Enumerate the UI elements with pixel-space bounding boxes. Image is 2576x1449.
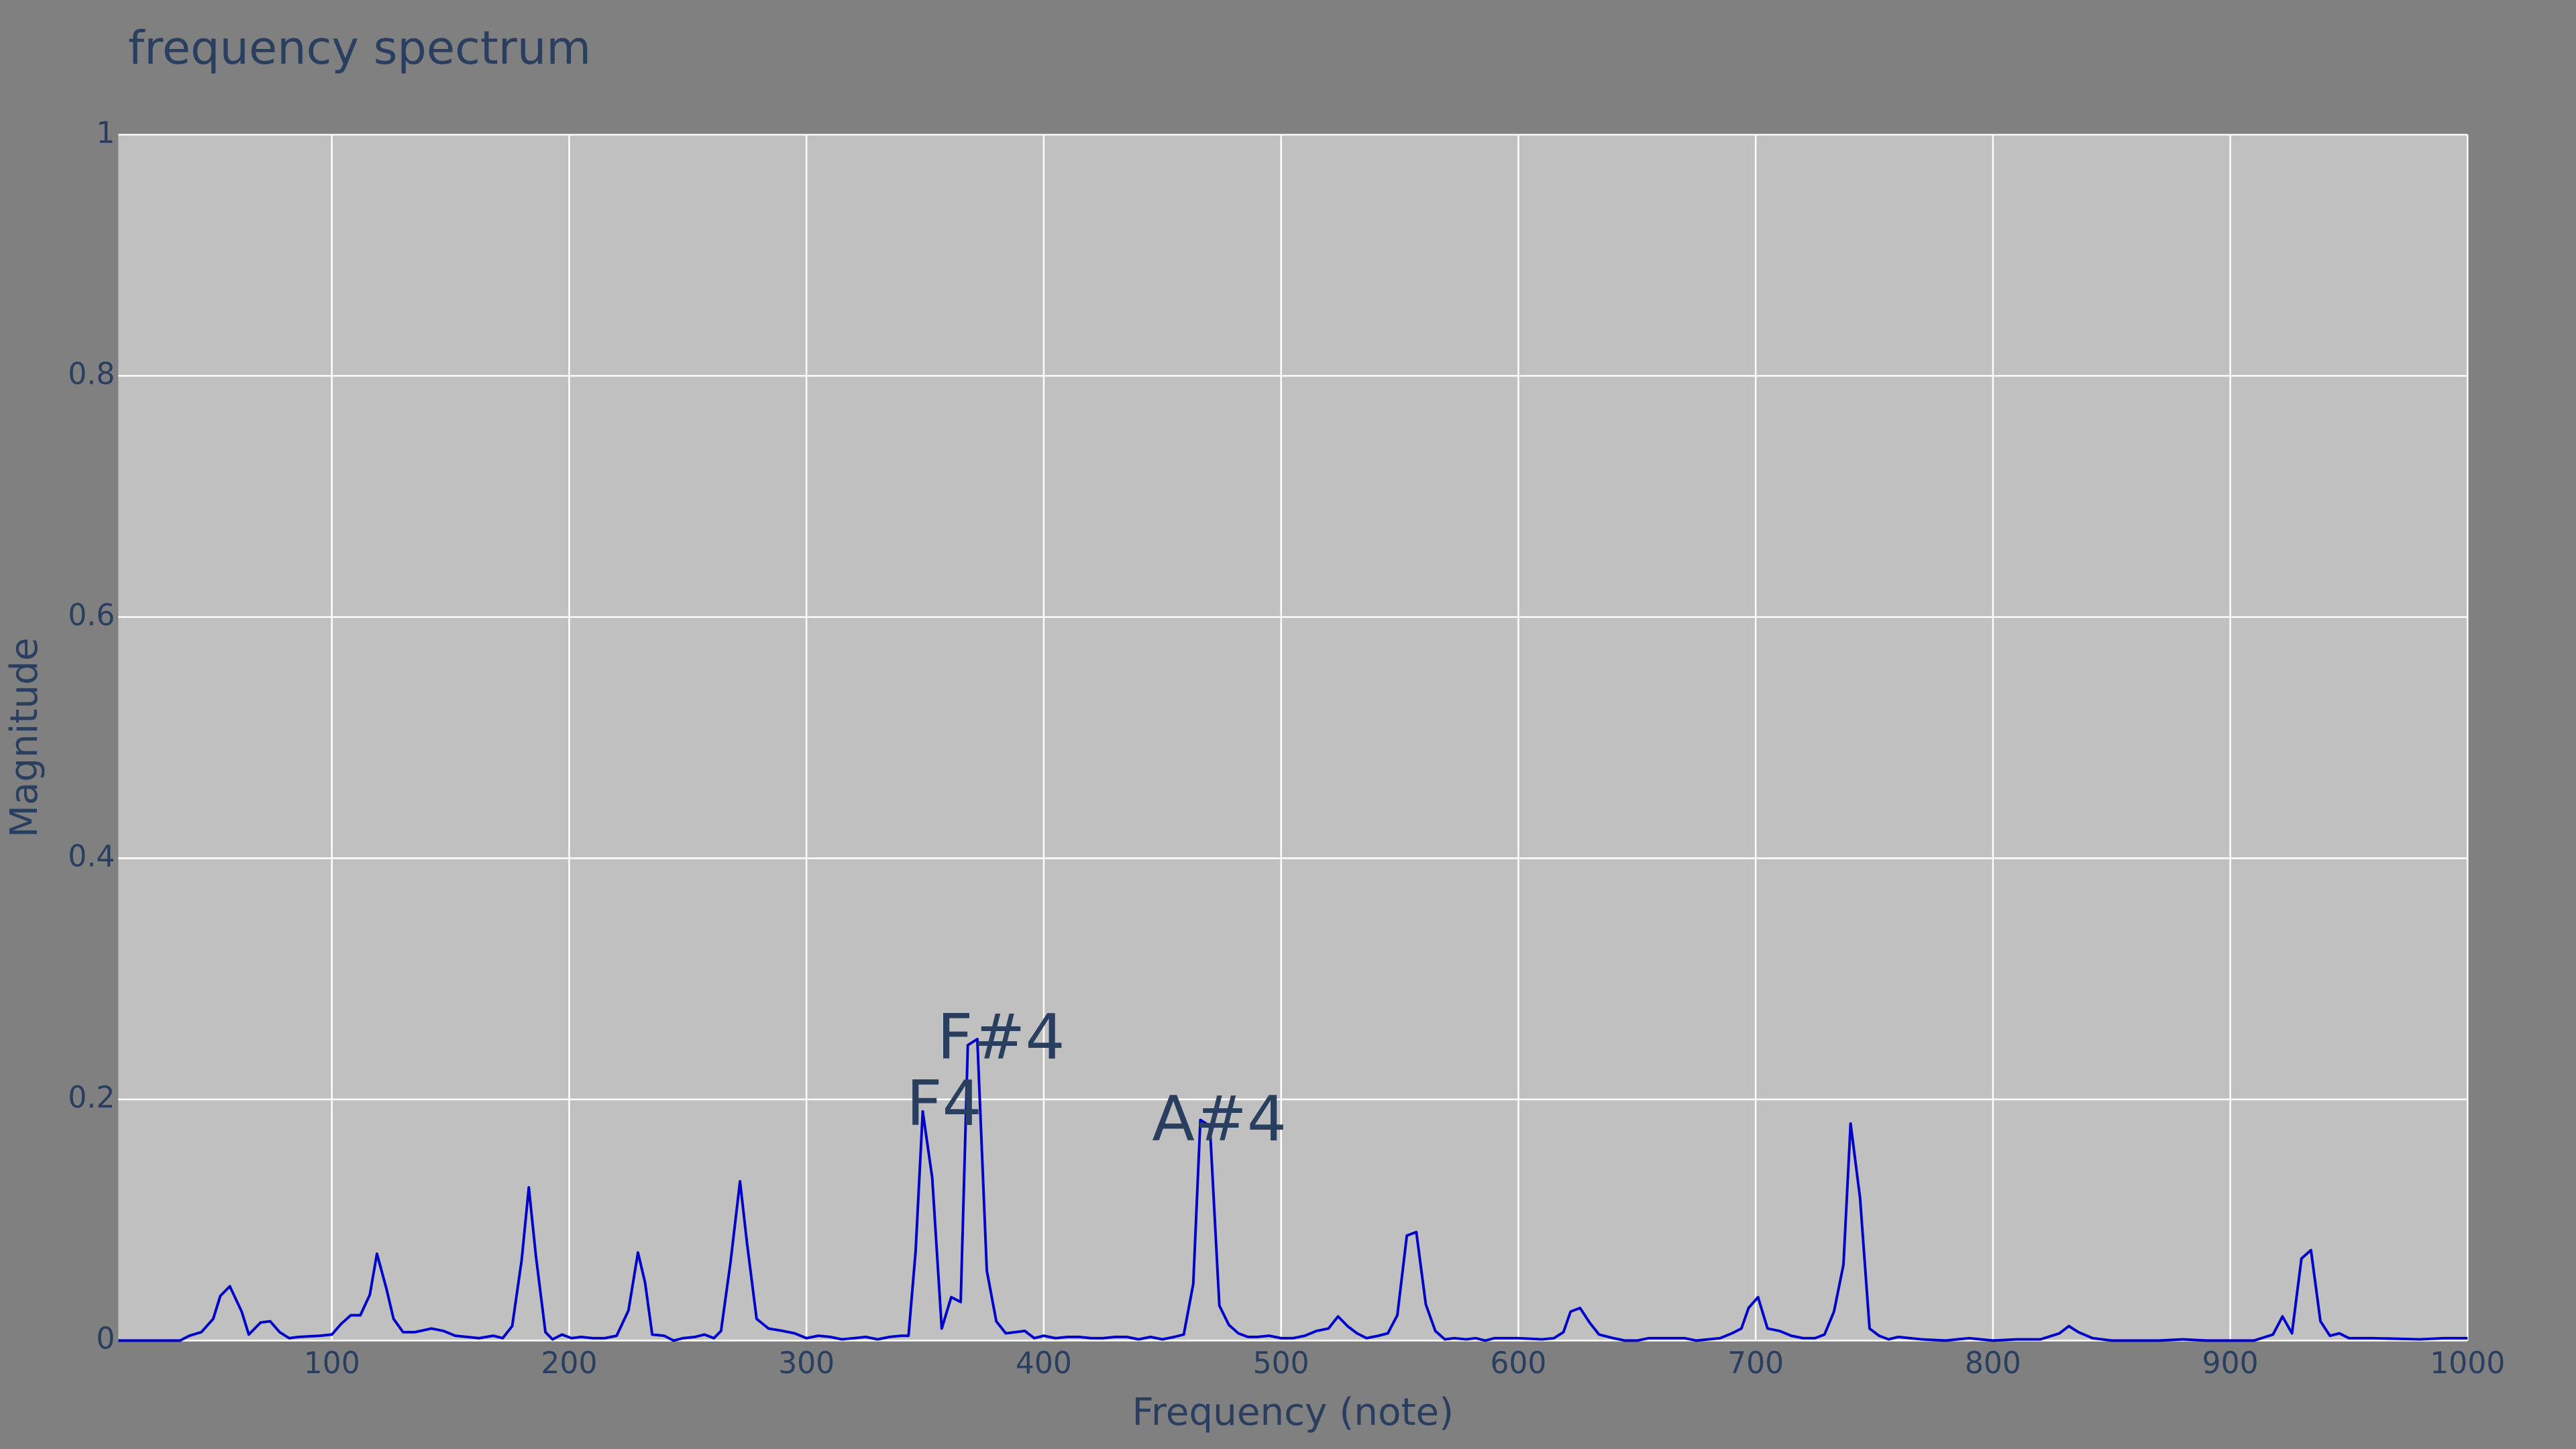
plot-area [118, 134, 2468, 1341]
x-tick-label: 900 [2202, 1346, 2259, 1381]
y-axis-title: Magnitude [3, 637, 46, 837]
y-tick-label: 0 [96, 1322, 115, 1356]
y-tick-label: 0.4 [68, 839, 115, 873]
x-tick-label: 300 [778, 1346, 835, 1381]
y-tick-label: 0.8 [68, 357, 115, 391]
x-tick-label: 400 [1016, 1346, 1072, 1381]
x-tick-label: 500 [1253, 1346, 1309, 1381]
y-tick-label: 0.6 [68, 598, 115, 633]
labels: 100 200 300 400 500 600 700 800 900 1000 0 0.2 0.4 0.… [68, 116, 2505, 1381]
annotation: F#4 [937, 1001, 1065, 1073]
marks [118, 1038, 2468, 1342]
x-tick-label: 1000 [2430, 1346, 2505, 1381]
y-tick-label: 0.2 [68, 1081, 115, 1115]
y-tick-label: 1 [96, 116, 115, 150]
x-tick-label: 600 [1490, 1346, 1546, 1381]
annotation: A#4 [1152, 1083, 1287, 1155]
x-tick-label: 200 [541, 1346, 597, 1381]
x-tick-label: 100 [304, 1346, 360, 1381]
x-tick-label: 700 [1727, 1346, 1784, 1381]
annotation: F4 [906, 1067, 982, 1140]
x-tick-label: 800 [1965, 1346, 2021, 1381]
grid [118, 133, 2469, 1342]
chart-title: frequency spectrum [128, 21, 591, 75]
x-axis-title: Frequency (note) [1132, 1391, 1454, 1434]
spectrum-line [118, 1038, 2468, 1342]
